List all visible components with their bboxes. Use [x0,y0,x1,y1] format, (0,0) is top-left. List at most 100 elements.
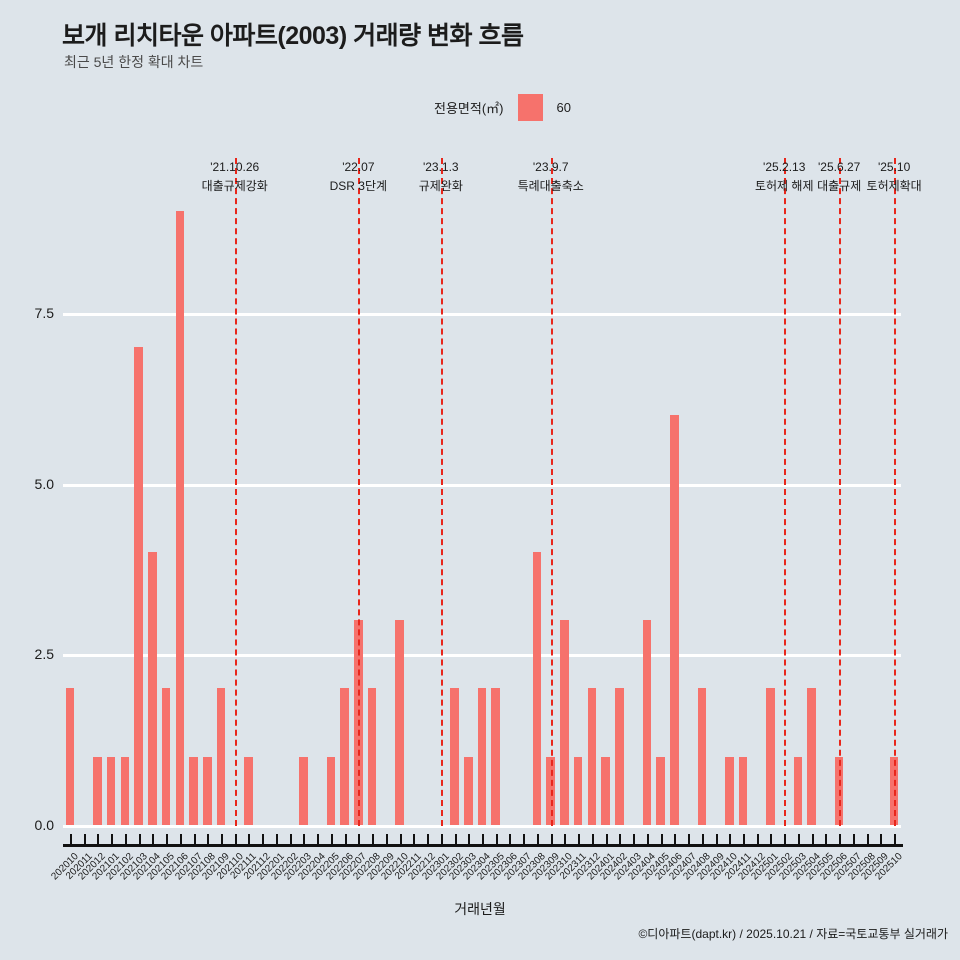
bar [477,688,487,825]
bar [299,756,308,825]
x-tick [633,834,636,845]
x-tick [743,834,746,845]
annotation-label: '22.07 DSR 3단계 [330,158,387,196]
bar [189,756,198,825]
x-tick [591,834,594,845]
x-tick [852,834,855,845]
page-title: 보개 리치타운 아파트(2003) 거래량 변화 흐름 [62,22,524,50]
annotation-text: 대출규제강화 [201,179,268,193]
x-tick [880,834,883,845]
annotation-date: '25.10 [877,160,911,174]
x-tick [234,834,237,845]
x-tick [674,834,677,845]
bar [560,620,569,825]
x-tick [578,834,581,845]
x-axis-line [63,844,903,847]
x-tick [688,834,691,845]
x-tick [166,834,169,845]
x-tick [509,834,512,845]
annotation-label: '25.2.13 토허제 해제 [755,158,814,196]
x-tick [193,834,196,845]
bar [766,688,775,825]
bar [326,756,336,825]
y-tick-label: 7.5 [34,305,54,321]
x-tick [715,834,718,845]
footer-credit: ©디아파트(dapt.kr) / 2025.10.21 / 자료=국토교통부 실… [638,927,948,941]
x-tick [152,834,155,845]
x-tick [454,834,457,845]
gridline [63,313,901,316]
x-tick [825,834,828,845]
bar [834,756,844,825]
x-tick [797,834,800,845]
bar [354,620,363,825]
y-tick-label: 2.5 [34,646,54,663]
x-tick [811,834,814,845]
x-tick [207,834,210,845]
bar [738,756,748,825]
x-tick [756,834,759,845]
bar [93,756,102,825]
x-tick [468,834,471,845]
page-subtitle: 최근 5년 한정 확대 차트 [64,54,204,70]
x-tick [372,834,375,845]
x-tick [358,834,361,845]
x-tick [262,834,265,845]
x-tick [536,834,539,845]
annotation-line [440,158,443,826]
x-tick [220,834,223,845]
bar [725,756,734,825]
bar [807,688,816,825]
chart-legend: 전용면적(㎡) 60 [434,93,571,121]
bar [395,620,404,825]
x-tick [894,834,897,845]
x-tick [399,834,402,845]
x-tick [69,834,72,845]
annotation-text: 규제완화 [418,179,463,193]
bar [889,756,899,825]
x-tick [289,834,292,845]
bar [161,688,171,825]
bar [120,756,130,825]
annotation-date: '21.10.26 [210,160,260,174]
x-tick [550,834,553,845]
bar [148,551,157,825]
bar [587,688,597,825]
x-tick [523,834,526,845]
annotation-text: 대출규제 [817,179,862,193]
x-tick [413,834,416,845]
annotation-line [358,158,361,826]
x-tick [839,834,842,845]
bar [615,688,624,825]
annotation-text: 토허제 해제 [754,179,814,193]
x-tick [646,834,649,845]
x-tick [770,834,773,845]
x-tick [866,834,869,845]
x-tick [564,834,567,845]
bar [546,756,555,825]
annotation-date: '25.2.13 [763,160,806,174]
x-tick [303,834,306,845]
legend-series-label: 60 [556,99,571,115]
annotation-line [234,158,237,826]
x-tick [111,834,114,845]
gridline [63,483,901,487]
bar [491,688,500,825]
bar [106,756,116,825]
bar [175,210,185,825]
annotation-label: '21.10.26 대출규제강화 [202,158,268,196]
x-tick [124,834,127,845]
bar [367,688,377,825]
annotation-line [894,158,897,826]
plot-area [63,130,901,828]
x-tick [605,834,608,845]
bar [216,688,226,825]
y-tick-label: 5.0 [34,475,54,492]
gridline [63,654,901,658]
annotation-label: '25.6.27 대출규제 [817,158,861,196]
x-tick [317,834,320,845]
annotation-line [550,158,553,826]
annotation-date: '22.07 [342,160,375,174]
annotation-label: '23.1.3 규제완화 [419,158,463,196]
